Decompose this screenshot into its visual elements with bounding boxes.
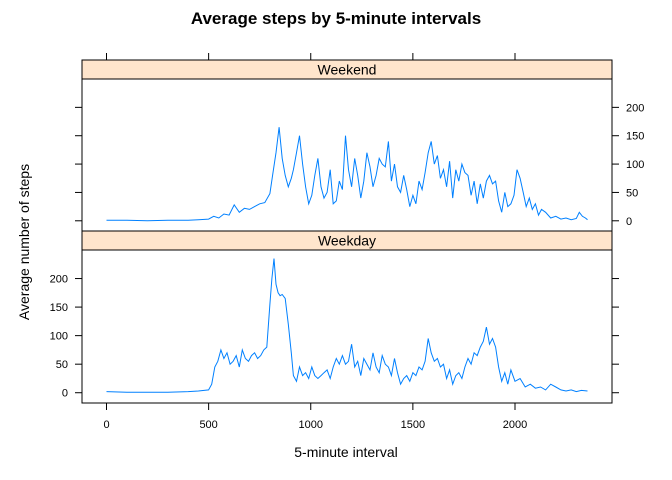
y-tick-label-weekend-0: 0 xyxy=(626,216,632,228)
panel-frame-weekday xyxy=(81,249,613,404)
chart-title: Average steps by 5-minute intervals xyxy=(191,9,481,28)
y-tick-label-weekday-200: 200 xyxy=(50,274,68,286)
y-tick-label-weekday-150: 150 xyxy=(50,302,68,314)
y-axis-label: Average number of steps xyxy=(16,164,32,320)
series-line-weekend xyxy=(106,127,588,222)
y-tick-label-weekend-50: 50 xyxy=(626,187,638,199)
x-axis-label: 5-minute interval xyxy=(294,444,398,460)
x-tick-label-2000: 2000 xyxy=(503,419,527,431)
strip-label-weekday: Weekday xyxy=(318,233,376,249)
y-tick-label-weekend-150: 150 xyxy=(626,131,644,143)
y-tick-label-weekday-100: 100 xyxy=(50,331,68,343)
strip-label-weekend: Weekend xyxy=(318,62,377,78)
x-tick-label-1000: 1000 xyxy=(299,419,323,431)
y-tick-label-weekday-0: 0 xyxy=(62,388,68,400)
x-tick-label-1500: 1500 xyxy=(401,419,425,431)
y-tick-label-weekend-200: 200 xyxy=(626,102,644,114)
x-tick-label-500: 500 xyxy=(199,419,217,431)
y-tick-label-weekday-50: 50 xyxy=(56,359,68,371)
y-tick-label-weekend-100: 100 xyxy=(626,159,644,171)
x-tick-label-0: 0 xyxy=(103,419,109,431)
series-line-weekday xyxy=(106,258,588,393)
